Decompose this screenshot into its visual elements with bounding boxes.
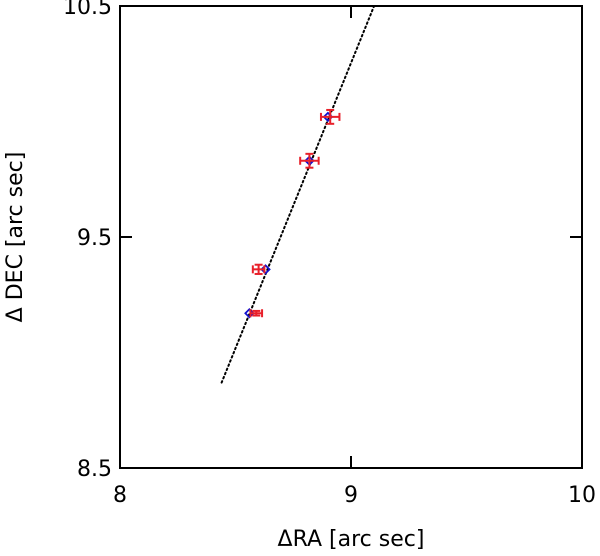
- tick-layer: 8 9 10 8.5 9.5 10.5: [63, 0, 596, 508]
- data-layer: [220, 5, 376, 384]
- errorbar-point: [251, 263, 266, 275]
- errorbar-point: [299, 152, 320, 169]
- errorbar-point: [319, 108, 341, 125]
- fit-line: [220, 5, 376, 384]
- x-tick-label: 9: [344, 483, 358, 508]
- y-tick-label: 9.5: [77, 226, 112, 251]
- x-axis-label: ΔRA [arc sec]: [278, 527, 425, 552]
- y-tick-label: 10.5: [63, 0, 112, 20]
- diamond-marker: [244, 307, 255, 319]
- y-axis-label: Δ DEC [arc sec]: [3, 152, 28, 323]
- plot-frame: [119, 5, 583, 469]
- diamond-marker: [260, 264, 271, 275]
- y-tick-label: 8.5: [77, 457, 112, 482]
- errorbar-point: [249, 309, 264, 318]
- x-tick-label: 10: [568, 483, 596, 508]
- x-tick-label: 8: [113, 483, 127, 508]
